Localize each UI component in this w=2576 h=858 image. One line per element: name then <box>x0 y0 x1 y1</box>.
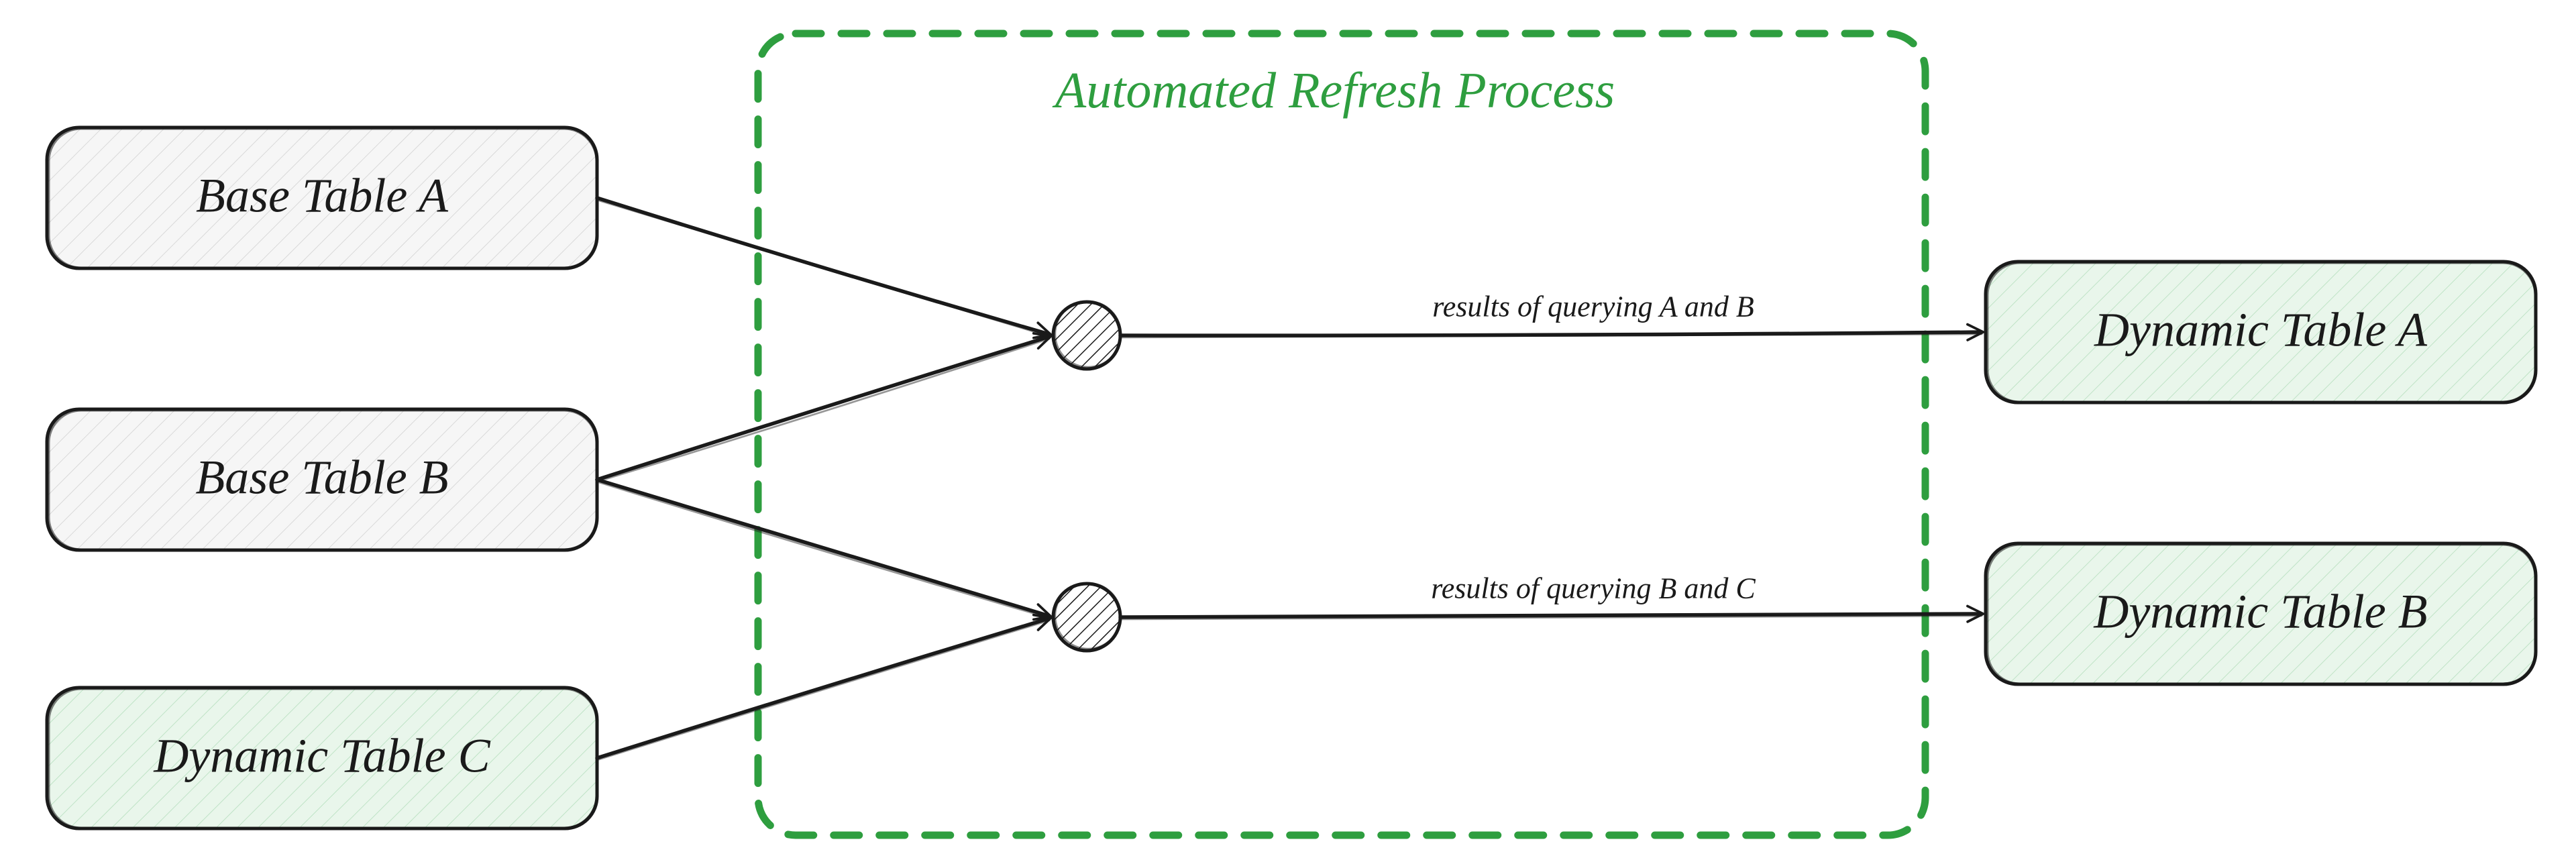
box-label-c: Dynamic Table C <box>153 729 490 783</box>
box-label-a: Base Table A <box>196 169 449 223</box>
box-da: Dynamic Table A <box>1986 262 2536 403</box>
edge-label-5: results of querying B and C <box>1431 572 1756 605</box>
edge-a-j1 <box>597 198 1049 336</box>
edge-j1-da: results of querying A and B <box>1120 290 1982 338</box>
box-label-db: Dynamic Table B <box>2093 585 2427 639</box>
edge-label-4: results of querying A and B <box>1432 290 1754 323</box>
edge-j2-db: results of querying B and C <box>1120 572 1982 620</box>
box-label-da: Dynamic Table A <box>2094 303 2428 357</box>
box-db: Dynamic Table B <box>1986 543 2536 684</box>
box-b: Base Table B <box>47 409 597 550</box>
junction-j2 <box>1053 583 1121 651</box>
junction-j1 <box>1053 301 1121 369</box>
edge-b-j1 <box>597 337 1049 482</box>
edge-b-j2 <box>597 480 1049 618</box>
process-container: Automated Refresh Process <box>758 34 1925 835</box>
edge-c-j2 <box>597 619 1049 760</box>
diagram-canvas: Automated Refresh Process Base Table A Bas… <box>0 0 2576 858</box>
box-a: Base Table A <box>47 127 597 268</box>
container-title: Automated Refresh Process <box>1052 62 1615 119</box>
box-c: Dynamic Table C <box>47 688 597 828</box>
box-label-b: Base Table B <box>195 451 448 504</box>
